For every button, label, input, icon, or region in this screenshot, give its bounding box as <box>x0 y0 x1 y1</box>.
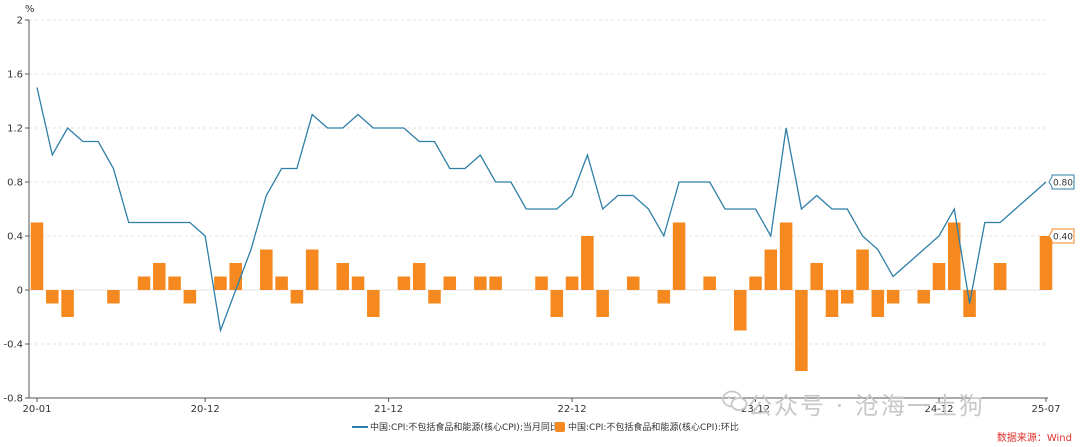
bar <box>137 276 151 290</box>
bar <box>703 276 716 290</box>
bar <box>489 276 502 290</box>
legend-label-line: 中国:CPI:不包括食品和能源(核心CPI):当月同比 <box>370 421 559 433</box>
x-tick-label: 20-12 <box>191 404 220 415</box>
bar <box>596 290 609 317</box>
x-tick-label: 21-12 <box>374 404 403 415</box>
bar <box>856 249 869 290</box>
callout-box <box>1048 174 1075 190</box>
bar <box>886 290 900 304</box>
bar <box>412 263 426 290</box>
callout-label: 0.80 <box>1053 179 1073 189</box>
bar <box>336 263 350 290</box>
bar <box>275 276 288 290</box>
bar <box>474 276 487 290</box>
line-series <box>36 87 1047 334</box>
bar <box>932 263 946 290</box>
bar <box>948 222 961 290</box>
series-line <box>36 87 1047 334</box>
bar <box>153 263 166 290</box>
bar <box>672 222 686 290</box>
bar <box>626 276 640 290</box>
bar <box>733 290 747 331</box>
bar <box>351 276 365 290</box>
x-tick-label: 20-01 <box>22 404 51 415</box>
bar <box>260 249 273 290</box>
bar <box>825 290 839 317</box>
wechat-icon <box>722 390 748 411</box>
legend: 中国:CPI:不包括食品和能源(核心CPI):当月同比 中国:CPI:不包括食品和… <box>352 421 739 433</box>
y-tick-label: 0 <box>17 286 23 297</box>
bar <box>367 290 380 317</box>
watermark: 公众号 · 沧海一土狗 <box>748 392 985 420</box>
bar <box>1039 236 1053 290</box>
bar <box>550 290 564 317</box>
bar <box>810 263 823 290</box>
bar <box>871 290 885 317</box>
y-tick-label: -0.4 <box>3 340 23 351</box>
callout-label: 0.40 <box>1053 233 1073 243</box>
y-tick-label: -0.8 <box>3 394 23 405</box>
bar <box>840 290 854 304</box>
bar-series <box>30 222 1053 371</box>
bar <box>107 290 120 304</box>
bar <box>30 222 44 290</box>
legend-label-bar: 中国:CPI:不包括食品和能源(核心CPI):环比 <box>568 421 739 433</box>
y-tick-label: 0.8 <box>7 178 23 189</box>
bar <box>397 276 411 290</box>
bar <box>214 276 227 290</box>
y-tick-label: 0.4 <box>7 232 23 243</box>
bar <box>917 290 930 304</box>
y-unit-label: % <box>25 4 35 15</box>
bar <box>581 236 594 290</box>
data-source: 数据来源：Wind <box>996 433 1072 444</box>
x-tick-label: 25-07 <box>1031 404 1060 415</box>
bar <box>657 290 671 304</box>
callout-box <box>1048 228 1075 244</box>
y-tick-label: 2 <box>17 16 23 27</box>
x-tick-label: 24-12 <box>924 404 953 415</box>
bar <box>779 222 793 290</box>
bar <box>764 249 778 290</box>
bar <box>795 290 808 371</box>
axes: %2 1.6 1.2 0.8 0.4 0 -0.4 -0.820-01 20-12 21-12 22… <box>3 4 1060 415</box>
bar <box>183 290 197 304</box>
bar <box>749 276 762 290</box>
y-tick-label: 1.2 <box>7 124 23 135</box>
bar <box>168 276 181 290</box>
bar <box>61 290 74 317</box>
y-tick-label: 1.6 <box>7 70 23 81</box>
bar <box>565 276 579 290</box>
bar <box>993 263 1007 290</box>
bar <box>428 290 441 304</box>
bar <box>443 276 457 290</box>
value-callouts: 0.80 0.40 <box>1048 174 1075 244</box>
bar <box>535 276 548 290</box>
x-tick-label: 23-12 <box>741 404 770 415</box>
bar <box>46 290 59 304</box>
legend-bar-swatch <box>555 422 565 432</box>
bar <box>305 249 319 290</box>
x-tick-label: 22-12 <box>558 404 587 415</box>
bar <box>290 290 304 304</box>
